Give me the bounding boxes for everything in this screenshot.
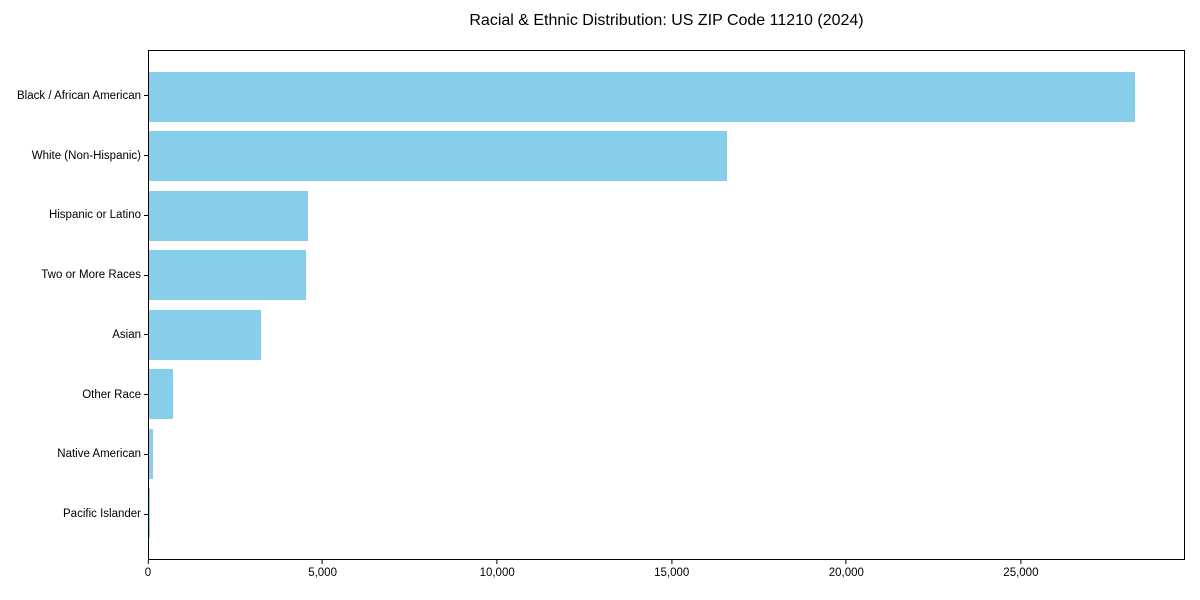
y-axis-label: Other Race [82, 388, 141, 401]
x-tick-label: 0 [144, 567, 152, 579]
y-axis-label-row: Hispanic or Latino [0, 186, 148, 246]
bar [149, 488, 150, 539]
y-axis-label: Black / African American [17, 89, 141, 102]
bar-row [149, 305, 1184, 365]
x-axis-ticks: 0 5,000 10,000 15,000 20,000 25,000 [145, 560, 1185, 594]
x-tick-mark [147, 560, 149, 564]
x-axis-tick: 20,000 [829, 560, 864, 579]
bar-row [149, 424, 1184, 484]
x-tick-label: 5,000 [308, 567, 337, 579]
bar [149, 250, 306, 301]
bar-row [149, 67, 1184, 127]
y-axis-label-row: Asian [0, 305, 148, 365]
y-tick-mark [144, 155, 148, 157]
bar [149, 190, 308, 241]
x-axis-tick: 0 [145, 560, 151, 579]
x-tick-mark [845, 560, 847, 564]
bar [149, 131, 728, 182]
y-tick-mark [144, 334, 148, 336]
x-axis-tick: 10,000 [480, 560, 515, 579]
bar [149, 428, 153, 479]
y-axis-label: Asian [112, 328, 141, 341]
x-tick-label: 10,000 [479, 567, 515, 579]
bar-row [149, 246, 1184, 306]
x-tick-label: 25,000 [1003, 567, 1039, 579]
y-axis-label-row: Two or More Races [0, 245, 148, 305]
x-axis-tick: 15,000 [654, 560, 689, 579]
x-tick-mark [496, 560, 498, 564]
y-axis-label-row: Pacific Islander [0, 484, 148, 544]
y-axis-label: Hispanic or Latino [48, 209, 141, 222]
y-axis-label-row: Native American [0, 425, 148, 485]
y-axis-label: White (Non-Hispanic) [31, 149, 141, 162]
bar [149, 369, 174, 420]
x-tick-mark [671, 560, 673, 564]
bar-row [149, 365, 1184, 425]
y-axis-label-row: Other Race [0, 365, 148, 425]
y-tick-mark [144, 453, 148, 455]
bar [149, 309, 261, 360]
y-axis-label: Two or More Races [41, 269, 141, 282]
y-tick-mark [144, 274, 148, 276]
x-axis-tick: 5,000 [308, 560, 337, 579]
y-axis-label-row: White (Non-Hispanic) [0, 126, 148, 186]
chart-title: Racial & Ethnic Distribution: US ZIP Cod… [469, 12, 864, 29]
bar-row [149, 186, 1184, 246]
y-tick-mark [144, 95, 148, 97]
y-tick-mark [144, 214, 148, 216]
x-tick-label: 15,000 [654, 567, 690, 579]
bar-row [149, 484, 1184, 544]
bar-row [149, 127, 1184, 187]
x-tick-mark [1020, 560, 1022, 564]
y-axis-labels: Black / African American White (Non-Hispa… [0, 50, 148, 560]
y-axis-label: Native American [57, 448, 141, 461]
bar [149, 71, 1136, 122]
y-axis-label-row: Black / African American [0, 66, 148, 126]
y-tick-mark [144, 513, 148, 515]
x-axis-tick: 25,000 [1003, 560, 1038, 579]
y-tick-mark [144, 394, 148, 396]
x-tick-label: 20,000 [828, 567, 864, 579]
plot-area [148, 50, 1185, 560]
x-tick-mark [322, 560, 324, 564]
y-axis-label: Pacific Islander [63, 508, 141, 521]
